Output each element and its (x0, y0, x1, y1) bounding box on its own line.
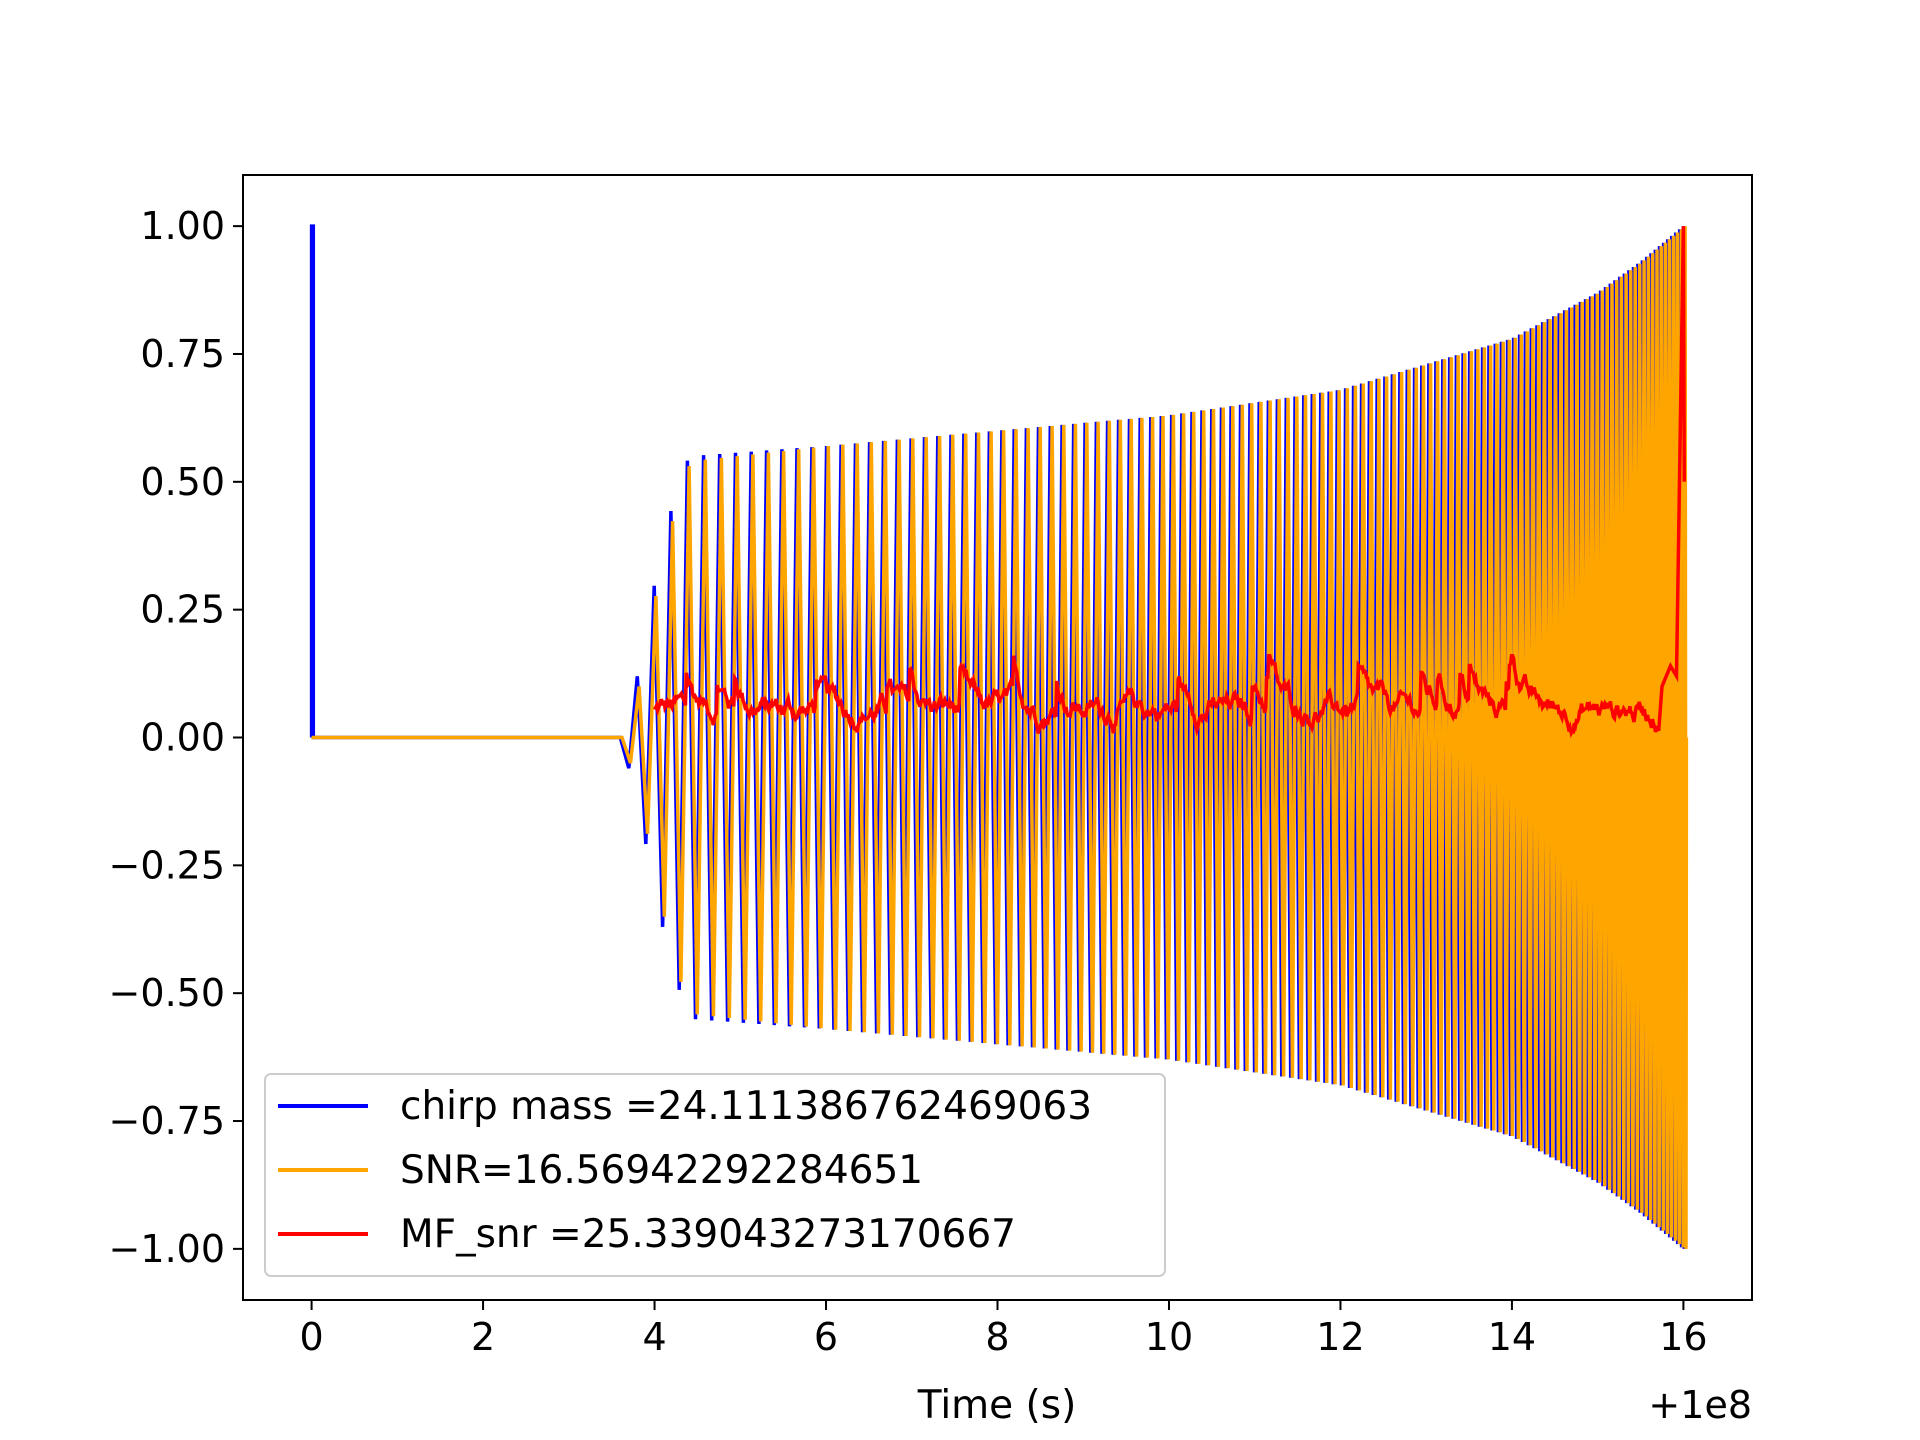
legend: chirp mass =24.111386762469063 SNR=16.56… (264, 1073, 1166, 1277)
series-line-mf-snr (653, 226, 1687, 739)
y-axis: 1.00 0.75 0.50 0.25 0.00 −0.25 −0.50 −0.75 −1.00 (109, 204, 243, 1271)
series-layer (309, 224, 1689, 1249)
y-tick-label: 0.75 (140, 332, 225, 376)
x-tick-label: 2 (471, 1315, 495, 1359)
y-tick-label: −0.75 (109, 1099, 225, 1143)
legend-label-snr: SNR=16.56942292284651 (400, 1148, 923, 1193)
x-tick-label: 0 (299, 1315, 323, 1359)
x-tick-label: 14 (1488, 1315, 1536, 1359)
legend-box (264, 1073, 1166, 1277)
y-tick-label: −0.50 (109, 971, 225, 1015)
x-axis-label: Time (s) (917, 1383, 1077, 1428)
y-tick-label: −0.25 (109, 843, 225, 887)
x-axis: 0 2 4 6 8 10 12 14 16 (299, 1300, 1708, 1359)
x-axis-offset-label: +1e8 (1648, 1383, 1752, 1427)
x-tick-label: 12 (1316, 1315, 1364, 1359)
legend-label-chirp-mass: chirp mass =24.111386762469063 (400, 1084, 1092, 1129)
x-tick-label: 16 (1659, 1315, 1707, 1359)
y-tick-label: 1.00 (140, 204, 225, 248)
x-tick-label: 8 (985, 1315, 1009, 1359)
x-tick-label: 10 (1145, 1315, 1193, 1359)
x-tick-label: 6 (814, 1315, 838, 1359)
y-tick-label: 0.50 (140, 460, 225, 504)
legend-label-mf-snr: MF_snr =25.339043273170667 (400, 1212, 1016, 1257)
y-tick-label: 0.00 (140, 716, 225, 760)
y-tick-label: −1.00 (109, 1227, 225, 1271)
y-tick-label: 0.25 (140, 588, 225, 632)
series-line-snr (311, 226, 1689, 1249)
x-tick-label: 4 (642, 1315, 666, 1359)
